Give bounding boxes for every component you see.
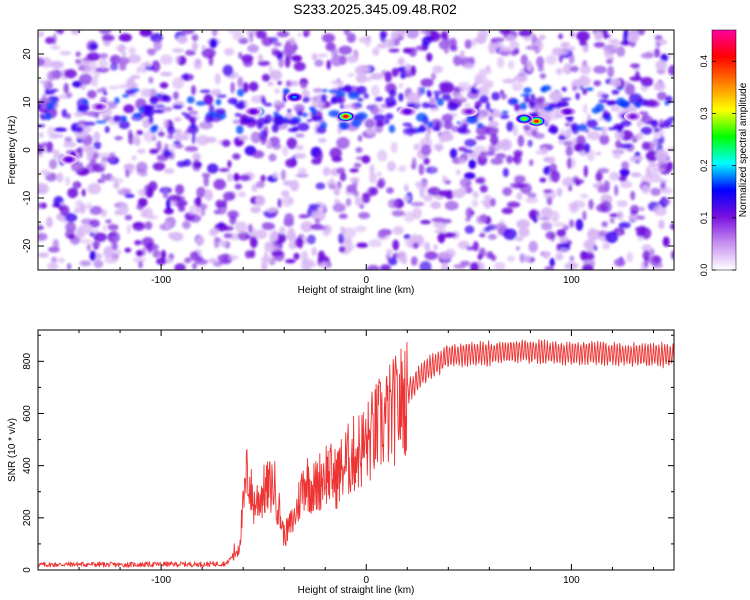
colorbar-tick-label: 0.1 xyxy=(699,212,709,225)
colorbar-ticks xyxy=(712,60,736,271)
y-tick-label: 20 xyxy=(22,48,33,60)
spectrogram-hotspot xyxy=(459,106,478,117)
y-tick-label: 400 xyxy=(22,457,33,474)
y-tick-label: 800 xyxy=(22,353,33,370)
y-tick-label: -20 xyxy=(22,238,33,253)
spectrogram-y-tick-labels: -20 -10 0 10 20 xyxy=(22,48,33,253)
snr-y-axis-label: SNR (10 * v/v) xyxy=(7,418,18,482)
snr-frame xyxy=(37,329,675,571)
x-tick-label: 0 xyxy=(363,575,369,586)
colorbar-label: Normalized spectral amplitude xyxy=(738,82,749,217)
spectrogram-hotspot xyxy=(624,111,642,122)
snr-x-axis-label: Height of straight line (km) xyxy=(298,585,415,596)
y-tick-label: 0 xyxy=(22,567,33,573)
spectrogram-heatmap xyxy=(38,30,674,270)
y-tick-label: 600 xyxy=(22,405,33,422)
spectrogram-hotspot xyxy=(515,113,534,124)
x-tick-label: -100 xyxy=(151,575,171,586)
colorbar-tick-label: 0.2 xyxy=(699,159,709,172)
snr-x-tick-labels: -100 0 100 xyxy=(151,575,580,586)
spectrogram-hotspot xyxy=(59,154,78,165)
snr-panel: -100 0 100 0 200 400 600 800 Height of straigh… xyxy=(7,329,675,596)
spectrogram-hotspot xyxy=(285,92,304,103)
colorbar-gradient xyxy=(711,29,737,271)
colorbar: 0.0 0.1 0.2 0.3 0.4 Normalized spectral ampl… xyxy=(699,29,749,276)
snr-y-tick-labels: 0 200 400 600 800 xyxy=(22,353,33,573)
spectrogram-hotspot xyxy=(558,106,577,117)
colorbar-tick-label: 0.4 xyxy=(699,55,709,68)
colorbar-tick-label: 0.3 xyxy=(699,107,709,120)
spectrogram-hotspot xyxy=(244,106,263,117)
y-tick-label: 10 xyxy=(22,96,33,108)
spectrogram-ticks xyxy=(37,29,674,271)
spectrogram-x-axis-label: Height of straight line (km) xyxy=(298,285,415,296)
snr-series-line xyxy=(38,339,674,568)
x-tick-label: -100 xyxy=(151,275,171,286)
figure-title: S233.2025.345.09.48.R02 xyxy=(293,1,457,17)
snr-ticks xyxy=(37,330,674,571)
x-tick-label: 100 xyxy=(563,275,580,286)
spectrogram-hotspot xyxy=(336,111,355,122)
y-tick-label: 0 xyxy=(22,147,33,153)
x-tick-label: 0 xyxy=(363,275,369,286)
y-tick-label: 200 xyxy=(22,509,33,526)
spectrogram-hotspot xyxy=(90,101,109,112)
spectrogram-texture xyxy=(38,30,674,270)
spectrogram-x-tick-labels: -100 0 100 xyxy=(151,275,580,286)
x-tick-label: 100 xyxy=(563,575,580,586)
spectrogram-hotspot xyxy=(398,106,417,117)
colorbar-tick-label: 0.0 xyxy=(699,264,709,277)
spectrogram-y-axis-label: Frequency (Hz) xyxy=(7,116,18,185)
colorbar-tick-labels: 0.0 0.1 0.2 0.3 0.4 xyxy=(699,55,709,276)
y-tick-label: -10 xyxy=(22,190,33,205)
